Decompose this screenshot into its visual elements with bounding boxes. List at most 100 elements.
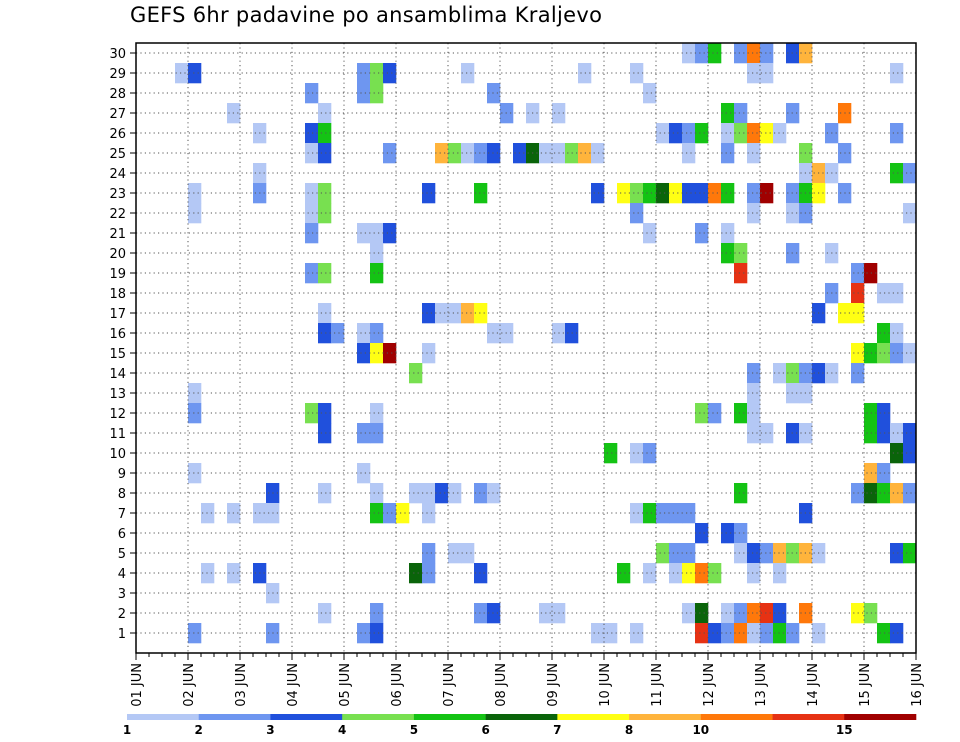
heatmap-cell: [305, 223, 319, 244]
heatmap-cell: [734, 483, 748, 504]
chart-title: GEFS 6hr padavine po ansamblima Kraljevo: [130, 3, 603, 27]
heatmap-cell: [448, 143, 462, 164]
heatmap-cell: [383, 63, 397, 84]
x-tick-label: 16 JUN: [910, 663, 925, 707]
heatmap-cell: [695, 623, 709, 644]
heatmap-cell: [864, 483, 878, 504]
y-tick-label: 1: [118, 627, 126, 642]
heatmap-cell: [318, 183, 332, 204]
heatmap-cell: [578, 63, 592, 84]
heatmap-cell: [747, 123, 761, 144]
colorbar-label: 7: [553, 723, 561, 737]
x-tick-label: 02 JUN: [182, 663, 197, 707]
heatmap-cell: [201, 503, 215, 524]
heatmap-cell: [747, 143, 761, 164]
heatmap-cell: [695, 183, 709, 204]
heatmap-cell: [422, 303, 436, 324]
heatmap-cell: [188, 183, 202, 204]
heatmap-cell: [773, 603, 787, 624]
y-tick-label: 15: [109, 347, 126, 362]
heatmap-cell: [903, 543, 917, 564]
heatmap-cell: [903, 423, 917, 444]
heatmap-cell: [318, 143, 332, 164]
heatmap-cell: [409, 483, 423, 504]
y-tick-label: 28: [109, 87, 126, 102]
heatmap-cell: [890, 423, 904, 444]
heatmap-cell: [591, 183, 605, 204]
heatmap-cell: [461, 543, 475, 564]
heatmap-cell: [643, 503, 657, 524]
heatmap-cell: [383, 223, 397, 244]
colorbar-label: 4: [338, 723, 346, 737]
heatmap-cell: [760, 183, 774, 204]
heatmap-cell: [461, 303, 475, 324]
heatmap-cell: [695, 43, 709, 64]
heatmap-cell: [864, 463, 878, 484]
heatmap-cell: [487, 143, 501, 164]
heatmap-cell: [448, 303, 462, 324]
heatmap-cell: [760, 43, 774, 64]
heatmap-cell: [721, 183, 735, 204]
heatmap-cell: [721, 523, 735, 544]
colorbar-label: 6: [481, 723, 489, 737]
heatmap-cell: [721, 623, 735, 644]
heatmap-cell: [747, 543, 761, 564]
heatmap-cell: [669, 503, 683, 524]
heatmap-cell: [409, 363, 423, 384]
heatmap-cell: [747, 563, 761, 584]
colorbar-swatch: [772, 714, 845, 720]
heatmap-cell: [669, 563, 683, 584]
heatmap-cell: [474, 483, 488, 504]
heatmap-cell: [877, 483, 891, 504]
heatmap-cell: [370, 243, 384, 264]
heatmap-cell: [305, 143, 319, 164]
x-tick-label: 14 JUN: [806, 663, 821, 707]
heatmap-cell: [747, 363, 761, 384]
heatmap-cell: [435, 303, 449, 324]
colorbar-swatch: [413, 714, 486, 720]
heatmap-cell: [318, 323, 332, 344]
heatmap-cell: [448, 483, 462, 504]
heatmap-cell: [383, 503, 397, 524]
heatmap-cell: [422, 563, 436, 584]
y-tick-label: 7: [118, 507, 126, 522]
heatmap-cell: [877, 343, 891, 364]
colorbar-label: 2: [195, 723, 203, 737]
heatmap-cell: [890, 483, 904, 504]
colorbar-label: 15: [836, 723, 853, 737]
heatmap-cell: [656, 543, 670, 564]
colorbar-label: 3: [266, 723, 274, 737]
colorbar-label: 5: [410, 723, 418, 737]
heatmap-cell: [318, 603, 332, 624]
heatmap-cell: [591, 143, 605, 164]
heatmap-cell: [617, 183, 631, 204]
heatmap-cell: [305, 123, 319, 144]
heatmap-cell: [370, 83, 384, 104]
x-tick-label: 09 JUN: [546, 663, 561, 707]
heatmap-cell: [175, 63, 189, 84]
heatmap-cell: [890, 343, 904, 364]
heatmap-cell: [630, 623, 644, 644]
heatmap-cell: [734, 263, 748, 284]
heatmap-cell: [487, 323, 501, 344]
heatmap-cell: [487, 603, 501, 624]
heatmap-cell: [747, 603, 761, 624]
heatmap-cell: [890, 163, 904, 184]
x-tick-label: 12 JUN: [702, 663, 717, 707]
heatmap-cell: [630, 63, 644, 84]
heatmap-cell: [877, 423, 891, 444]
heatmap-cell: [318, 103, 332, 124]
heatmap-cell: [422, 483, 436, 504]
heatmap-cell: [747, 403, 761, 424]
heatmap-cell: [422, 183, 436, 204]
heatmap-cell: [370, 343, 384, 364]
heatmap-cell: [682, 183, 696, 204]
heatmap-cell: [487, 83, 501, 104]
colorbar-swatch: [342, 714, 415, 720]
heatmap-cell: [695, 123, 709, 144]
heatmap-cell: [318, 303, 332, 324]
heatmap-cell: [357, 463, 371, 484]
heatmap-cell: [890, 63, 904, 84]
heatmap-cell: [630, 443, 644, 464]
heatmap-cell: [695, 563, 709, 584]
